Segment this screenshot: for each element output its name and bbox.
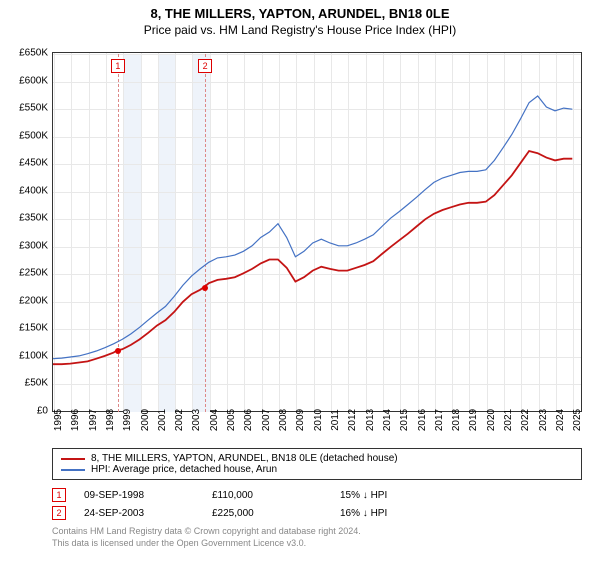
transaction-price: £225,000 bbox=[212, 508, 322, 519]
chart-subtitle: Price paid vs. HM Land Registry's House … bbox=[0, 23, 600, 37]
line-layer bbox=[52, 52, 582, 412]
x-tick-label: 2021 bbox=[503, 409, 514, 431]
chart-area: 12 £0£50K£100K£150K£200K£250K£300K£350K£… bbox=[52, 52, 582, 412]
legend-swatch bbox=[61, 458, 85, 460]
y-tick-label: £0 bbox=[0, 406, 48, 417]
x-tick-label: 2015 bbox=[399, 409, 410, 431]
y-tick-label: £550K bbox=[0, 103, 48, 114]
transaction-date: 24-SEP-2003 bbox=[84, 508, 194, 519]
transaction-row: 1 09-SEP-1998 £110,000 15% ↓ HPI bbox=[52, 488, 582, 502]
transaction-marker-1: 1 bbox=[111, 59, 125, 73]
x-tick-label: 2014 bbox=[382, 409, 393, 431]
transaction-delta: 16% ↓ HPI bbox=[340, 508, 387, 519]
x-tick-label: 2012 bbox=[347, 409, 358, 431]
transaction-delta: 15% ↓ HPI bbox=[340, 490, 387, 501]
footer-text: Contains HM Land Registry data © Crown c… bbox=[52, 526, 582, 549]
x-tick-label: 1997 bbox=[88, 409, 99, 431]
y-tick-label: £350K bbox=[0, 213, 48, 224]
x-tick-label: 1995 bbox=[53, 409, 64, 431]
footer-line-2: This data is licensed under the Open Gov… bbox=[52, 538, 582, 550]
x-tick-label: 2003 bbox=[191, 409, 202, 431]
y-tick-label: £650K bbox=[0, 48, 48, 59]
transaction-row: 2 24-SEP-2003 £225,000 16% ↓ HPI bbox=[52, 506, 582, 520]
x-tick-label: 2004 bbox=[209, 409, 220, 431]
x-tick-label: 1998 bbox=[105, 409, 116, 431]
x-tick-label: 2009 bbox=[295, 409, 306, 431]
legend-label: 8, THE MILLERS, YAPTON, ARUNDEL, BN18 0L… bbox=[91, 453, 398, 464]
x-tick-label: 2025 bbox=[572, 409, 583, 431]
x-tick-label: 1999 bbox=[122, 409, 133, 431]
x-tick-label: 2011 bbox=[330, 409, 341, 431]
x-tick-label: 2013 bbox=[365, 409, 376, 431]
x-tick-label: 2020 bbox=[486, 409, 497, 431]
legend-swatch bbox=[61, 469, 85, 471]
legend-and-footer: 8, THE MILLERS, YAPTON, ARUNDEL, BN18 0L… bbox=[52, 448, 582, 549]
transaction-dot-2 bbox=[202, 285, 208, 291]
transaction-price: £110,000 bbox=[212, 490, 322, 501]
x-tick-label: 2022 bbox=[520, 409, 531, 431]
y-tick-label: £200K bbox=[0, 295, 48, 306]
y-tick-label: £300K bbox=[0, 240, 48, 251]
transaction-marker-2: 2 bbox=[198, 59, 212, 73]
x-tick-label: 2000 bbox=[140, 409, 151, 431]
x-tick-label: 2024 bbox=[555, 409, 566, 431]
x-tick-label: 2008 bbox=[278, 409, 289, 431]
transaction-date: 09-SEP-1998 bbox=[84, 490, 194, 501]
transaction-dot-1 bbox=[115, 348, 121, 354]
y-tick-label: £50K bbox=[0, 378, 48, 389]
transactions-table: 1 09-SEP-1998 £110,000 15% ↓ HPI 2 24-SEP-200… bbox=[52, 488, 582, 520]
x-tick-label: 2019 bbox=[468, 409, 479, 431]
x-tick-label: 2007 bbox=[261, 409, 272, 431]
series-price_paid bbox=[53, 151, 572, 364]
legend-row: HPI: Average price, detached house, Arun bbox=[61, 464, 573, 475]
x-tick-label: 2016 bbox=[417, 409, 428, 431]
x-tick-label: 2006 bbox=[243, 409, 254, 431]
footer-line-1: Contains HM Land Registry data © Crown c… bbox=[52, 526, 582, 538]
series-hpi bbox=[53, 96, 572, 359]
x-tick-label: 2002 bbox=[174, 409, 185, 431]
y-tick-label: £100K bbox=[0, 350, 48, 361]
x-tick-label: 2018 bbox=[451, 409, 462, 431]
x-tick-label: 2005 bbox=[226, 409, 237, 431]
x-tick-label: 2017 bbox=[434, 409, 445, 431]
transaction-row-marker: 2 bbox=[52, 506, 66, 520]
y-tick-label: £500K bbox=[0, 130, 48, 141]
x-tick-label: 2001 bbox=[157, 409, 168, 431]
x-tick-label: 2010 bbox=[313, 409, 324, 431]
y-tick-label: £400K bbox=[0, 185, 48, 196]
transaction-row-marker: 1 bbox=[52, 488, 66, 502]
x-tick-label: 2023 bbox=[538, 409, 549, 431]
y-tick-label: £250K bbox=[0, 268, 48, 279]
legend-row: 8, THE MILLERS, YAPTON, ARUNDEL, BN18 0L… bbox=[61, 453, 573, 464]
x-tick-label: 1996 bbox=[70, 409, 81, 431]
legend-label: HPI: Average price, detached house, Arun bbox=[91, 464, 277, 475]
legend-box: 8, THE MILLERS, YAPTON, ARUNDEL, BN18 0L… bbox=[52, 448, 582, 480]
chart-title: 8, THE MILLERS, YAPTON, ARUNDEL, BN18 0L… bbox=[0, 6, 600, 21]
y-tick-label: £150K bbox=[0, 323, 48, 334]
y-tick-label: £600K bbox=[0, 75, 48, 86]
y-tick-label: £450K bbox=[0, 158, 48, 169]
